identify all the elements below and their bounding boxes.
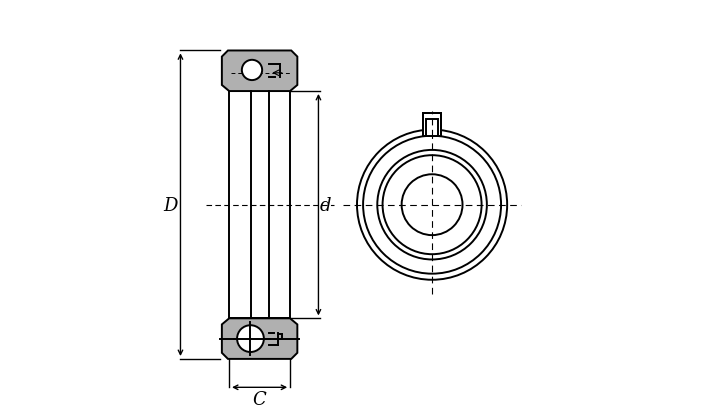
Text: d: d	[320, 196, 331, 214]
Polygon shape	[423, 114, 441, 136]
Polygon shape	[222, 318, 297, 359]
Circle shape	[237, 325, 264, 352]
Circle shape	[242, 61, 262, 81]
Polygon shape	[423, 114, 441, 130]
Text: C: C	[253, 391, 266, 408]
Polygon shape	[222, 51, 297, 92]
Polygon shape	[426, 119, 438, 136]
Polygon shape	[229, 92, 290, 318]
Text: D: D	[164, 196, 178, 214]
